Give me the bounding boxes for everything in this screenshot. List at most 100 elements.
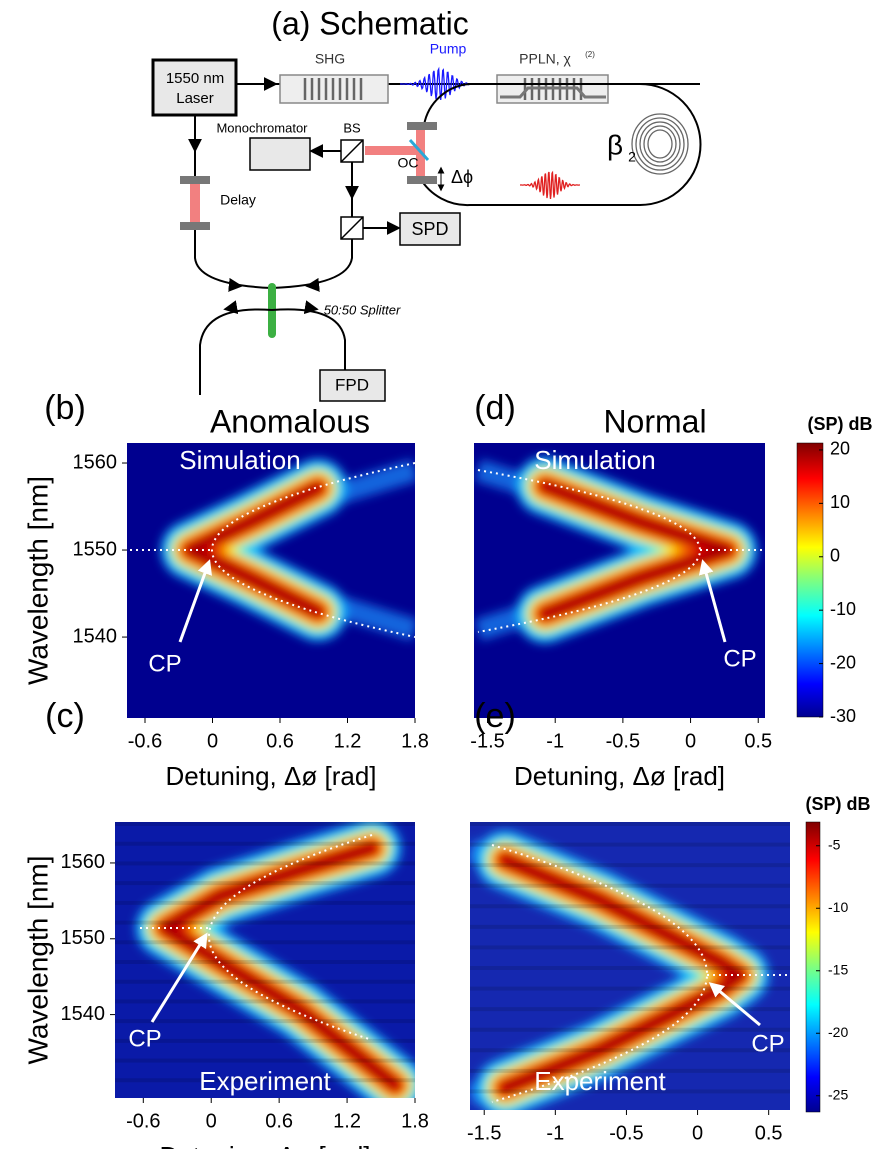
label: -1.5 bbox=[470, 730, 504, 752]
label: (b) bbox=[44, 389, 86, 427]
scan-stripe bbox=[115, 822, 415, 826]
mirror bbox=[407, 176, 437, 184]
fiber-coil bbox=[635, 117, 685, 171]
scan-stripe bbox=[470, 1007, 790, 1012]
scan-stripe bbox=[470, 842, 790, 847]
label: 1550 bbox=[61, 927, 106, 949]
fiber bbox=[271, 308, 346, 370]
fiber-coil bbox=[643, 125, 677, 163]
label: BS bbox=[343, 120, 361, 135]
label: 1.8 bbox=[401, 730, 429, 752]
label: (e) bbox=[474, 697, 516, 735]
label: -1 bbox=[546, 730, 564, 752]
label: -30 bbox=[830, 706, 856, 726]
heatmap: Experiment CP bbox=[115, 822, 415, 1098]
scan-stripe bbox=[470, 945, 790, 950]
arrow bbox=[228, 277, 243, 292]
label: 0.6 bbox=[265, 1110, 293, 1132]
signal-pulse bbox=[520, 170, 580, 199]
label: SHG bbox=[315, 51, 345, 67]
pump-pulse bbox=[400, 66, 480, 100]
heatmap: Simulation CP bbox=[474, 443, 765, 718]
panel-tag: Experiment bbox=[199, 1066, 331, 1096]
fit-curve bbox=[211, 462, 415, 638]
scan-stripe bbox=[470, 883, 790, 888]
label: Laser bbox=[176, 90, 214, 107]
beam bbox=[190, 182, 200, 224]
cp-label: CP bbox=[751, 1030, 784, 1057]
splitter bbox=[268, 283, 276, 338]
panel-tag: Experiment bbox=[534, 1066, 666, 1096]
arrow bbox=[223, 300, 239, 315]
cavity-loop bbox=[423, 83, 471, 126]
scan-stripe bbox=[115, 979, 415, 984]
scan-stripe bbox=[115, 861, 415, 866]
label: -0.5 bbox=[606, 730, 640, 752]
panel-tag: Simulation bbox=[179, 445, 300, 475]
scan-stripe bbox=[115, 881, 415, 886]
scan-stripe bbox=[115, 900, 415, 905]
label: Detuning, Δø [rad] bbox=[159, 1141, 370, 1149]
cp-arrow bbox=[178, 559, 212, 643]
scan-stripe bbox=[470, 986, 790, 991]
label: -1.5 bbox=[467, 1122, 501, 1144]
heatmap-band bbox=[541, 482, 732, 618]
heatmap: Simulation CP bbox=[127, 443, 415, 718]
output-coupler bbox=[408, 138, 430, 162]
scan-stripe bbox=[470, 924, 790, 929]
label: 1560 bbox=[61, 851, 106, 873]
cp-arrow bbox=[150, 932, 208, 1023]
label: -5 bbox=[828, 836, 841, 852]
arrow bbox=[303, 300, 319, 315]
beam bbox=[365, 146, 422, 155]
mirror bbox=[407, 122, 437, 130]
scan-stripe bbox=[470, 1068, 790, 1073]
label: 20 bbox=[830, 439, 850, 459]
beam-splitter bbox=[340, 216, 364, 240]
label: 1.2 bbox=[333, 1110, 361, 1132]
label: -10 bbox=[830, 599, 856, 619]
scan-stripe bbox=[115, 920, 415, 925]
scan-stripe bbox=[115, 940, 415, 945]
heatmap-band bbox=[501, 856, 744, 1092]
cp-label: CP bbox=[148, 650, 181, 677]
label: 1560 bbox=[73, 451, 118, 473]
fiber bbox=[271, 239, 353, 289]
label: -1 bbox=[546, 1122, 564, 1144]
scan-stripe bbox=[470, 966, 790, 970]
label: Wavelength [nm] bbox=[22, 476, 53, 685]
heatmap: Experiment CP bbox=[470, 822, 790, 1110]
label: PPLN, χ bbox=[519, 51, 571, 67]
scan-stripe bbox=[470, 863, 790, 868]
scan-stripe bbox=[115, 1058, 415, 1063]
label: (SP) dB bbox=[806, 794, 871, 814]
label: (a) Schematic bbox=[271, 5, 468, 41]
heatmap-band bbox=[470, 831, 769, 1110]
label: (c) bbox=[45, 697, 85, 735]
label: FPD bbox=[335, 375, 369, 394]
label: 0 bbox=[685, 730, 696, 752]
label: OC bbox=[398, 155, 419, 171]
scan-stripe bbox=[470, 1027, 790, 1032]
label: (2) bbox=[585, 50, 595, 59]
label: 0.5 bbox=[755, 1122, 783, 1144]
scan-stripe bbox=[115, 960, 415, 964]
label: 10 bbox=[830, 492, 850, 512]
scan-stripe bbox=[115, 1019, 415, 1024]
label: Δϕ bbox=[451, 167, 473, 187]
label: -15 bbox=[828, 961, 848, 977]
label: Detuning, Δø [rad] bbox=[514, 761, 725, 791]
label: Wavelength [nm] bbox=[22, 855, 53, 1064]
label: 1550 nm bbox=[166, 70, 224, 87]
scan-stripe bbox=[115, 841, 415, 846]
fiber-coil bbox=[631, 113, 689, 175]
label: -10 bbox=[828, 899, 848, 915]
cp-label: CP bbox=[128, 1025, 161, 1052]
scan-stripe bbox=[115, 1038, 415, 1043]
label: -0.6 bbox=[128, 730, 162, 752]
heatmap-band bbox=[474, 457, 757, 643]
label: 0 bbox=[692, 1122, 703, 1144]
scan-stripe bbox=[470, 1089, 790, 1094]
fit-curve bbox=[208, 834, 373, 1041]
